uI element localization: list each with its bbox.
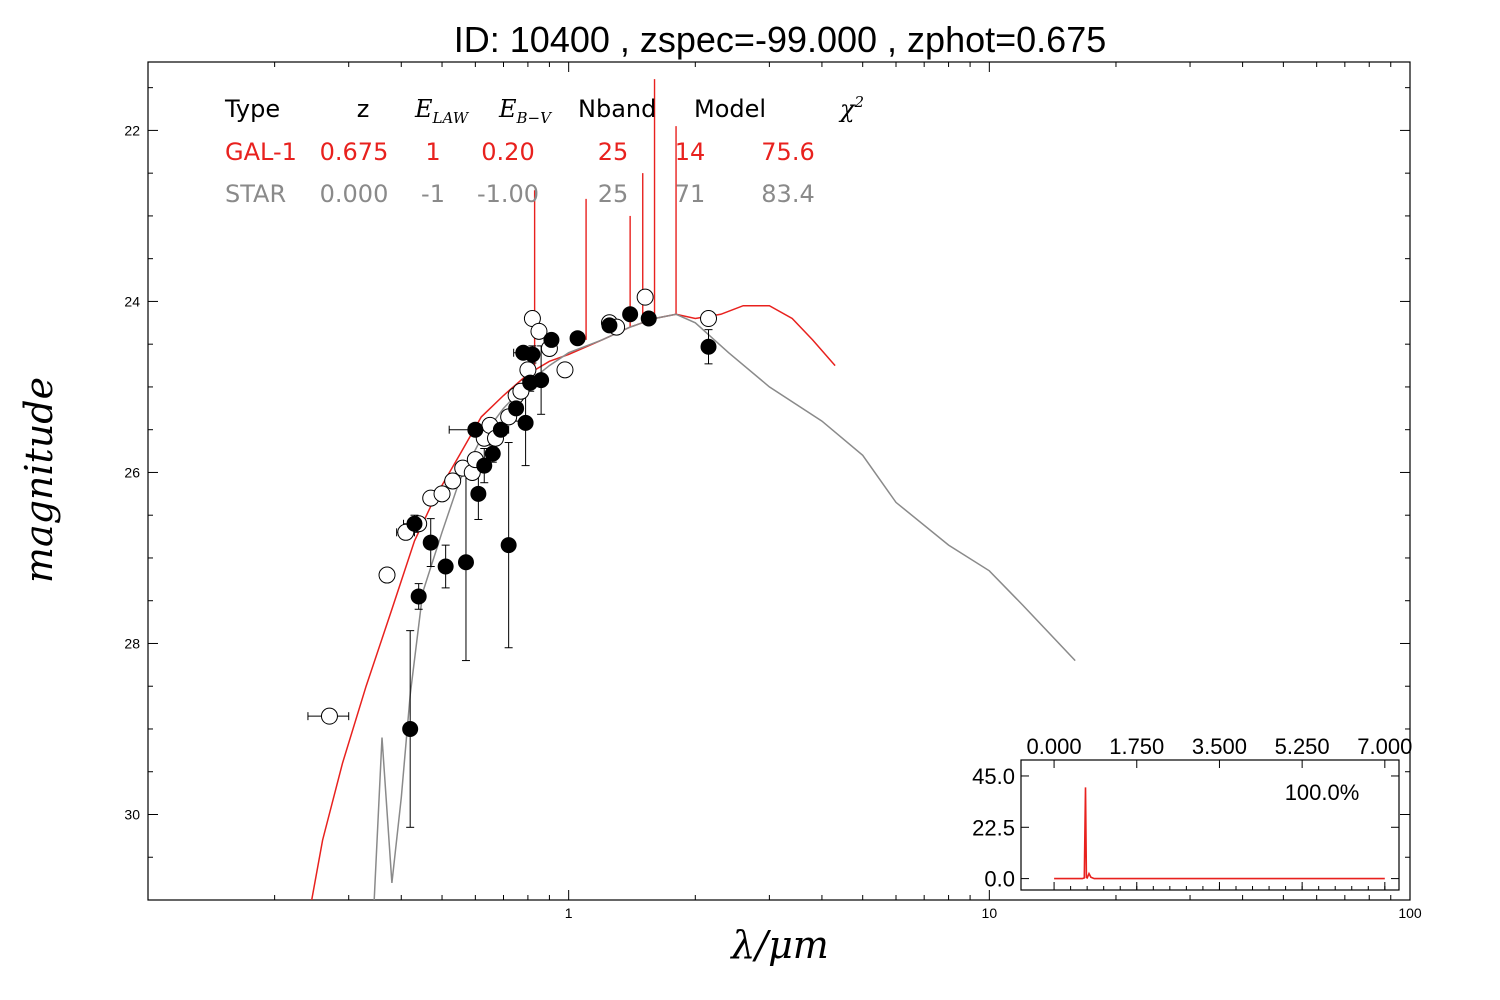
observed-points-layer <box>307 288 718 828</box>
y-tick-label-1: 24 <box>124 293 140 309</box>
open-point-1 <box>378 566 396 584</box>
inset-x-tick-label-2: 3.500 <box>1192 734 1247 759</box>
filled-point-11 <box>500 537 517 554</box>
open-point-18 <box>530 322 548 340</box>
legend-rows: GAL-1 0.675 1 0.20 25 14 75.6 STAR 0.000 -1 -1.00 2… <box>225 138 815 208</box>
y-tick-label-0: 22 <box>124 122 140 138</box>
legend-cell-r1-c3: -1.00 <box>477 180 539 208</box>
filled-point-9 <box>484 445 501 462</box>
open-point-20 <box>556 361 574 379</box>
legend-cell-r0-c2: 1 <box>425 138 440 166</box>
series-line-1 <box>373 313 1076 900</box>
open-point-5 <box>433 485 451 503</box>
header-elaw: ELAW <box>414 95 470 127</box>
filled-point-14 <box>517 414 534 431</box>
filled-point-3 <box>422 534 439 551</box>
legend-table: Type z ELAW EB−V Nband Model χ2 GAL-1 0.6… <box>224 93 864 208</box>
header-nband: Nband <box>578 95 656 123</box>
header-type: Type <box>224 95 280 123</box>
x-axis-label: λ/μm <box>729 923 829 967</box>
filled-point-16 <box>524 346 541 363</box>
inset-x-tick-label-3: 5.250 <box>1275 734 1330 759</box>
legend-cell-r1-c0: STAR <box>225 180 286 208</box>
filled-point-21 <box>622 306 639 323</box>
filled-point-23 <box>700 338 717 355</box>
inset-y-tick-label-1: 22.5 <box>972 815 1015 840</box>
legend-cell-r1-c2: -1 <box>421 180 445 208</box>
filled-point-19 <box>569 330 586 347</box>
x-tick-label-1: 10 <box>982 905 998 921</box>
legend-cell-r0-c3: 0.20 <box>481 138 534 166</box>
legend-cell-r1-c5: 71 <box>675 180 706 208</box>
filled-point-0 <box>402 720 419 737</box>
filled-point-6 <box>467 421 484 438</box>
filled-point-1 <box>406 515 423 532</box>
filled-point-20 <box>601 317 618 334</box>
inset-x-tick-label-0: 0.000 <box>1027 734 1082 759</box>
y-tick-label-2: 26 <box>124 464 140 480</box>
chart-title: ID: 10400 , zspec=-99.000 , zphot=0.675 <box>454 19 1106 60</box>
header-model: Model <box>694 95 766 123</box>
x-tick-label-0: 1 <box>565 905 573 921</box>
legend-cell-r1-c4: 25 <box>598 180 629 208</box>
open-point-23 <box>636 288 654 306</box>
inset-annotation: 100.0% <box>1285 780 1360 805</box>
legend-cell-r0-c0: GAL-1 <box>225 138 297 166</box>
legend-cell-r0-c1: 0.675 <box>320 138 389 166</box>
open-point-0 <box>320 707 338 725</box>
open-point-24 <box>700 310 718 328</box>
y-axis-label: magnitude <box>17 377 61 583</box>
y-tick-label-4: 30 <box>124 806 140 822</box>
axis-ticks-layer: 1 10 100 22 24 26 28 30 <box>124 62 1422 921</box>
x-tick-label-2: 100 <box>1398 905 1422 921</box>
legend-cell-r0-c5: 14 <box>675 138 706 166</box>
main-plot-frame <box>147 61 1411 901</box>
filled-point-10 <box>492 421 509 438</box>
inset-ticks: 0.000 1.750 3.500 5.250 7.000 45.0 22.5 0.0 <box>972 734 1412 892</box>
filled-point-22 <box>640 310 657 327</box>
legend-cell-r0-c6: 75.6 <box>761 138 814 166</box>
open-point-6 <box>444 472 462 490</box>
header-z: z <box>357 95 370 123</box>
filled-point-17 <box>533 372 550 389</box>
header-ebv: EB−V <box>498 95 553 127</box>
inset-y-tick-label-0: 45.0 <box>972 764 1015 789</box>
legend-cell-r0-c4: 25 <box>598 138 629 166</box>
redshift-pdf-inset: 0.000 1.750 3.500 5.250 7.000 45.0 22.5 0.0 100… <box>972 734 1412 892</box>
filled-point-8 <box>476 457 493 474</box>
inset-x-tick-label-1: 1.750 <box>1109 734 1164 759</box>
filled-point-12 <box>508 400 525 417</box>
filled-point-4 <box>437 558 454 575</box>
inset-pdf-line <box>1054 787 1385 880</box>
header-chi2: χ2 <box>838 93 864 123</box>
filled-point-7 <box>470 485 487 502</box>
legend-cell-r1-c6: 83.4 <box>761 180 814 208</box>
filled-point-18 <box>543 331 560 348</box>
filled-point-5 <box>457 554 474 571</box>
legend-cell-r1-c1: 0.000 <box>320 180 389 208</box>
inset-y-tick-label-2: 0.0 <box>984 867 1015 892</box>
series-line-0 <box>310 304 836 900</box>
y-tick-label-3: 28 <box>124 635 140 651</box>
inset-x-tick-label-4: 7.000 <box>1357 734 1412 759</box>
filled-point-2 <box>410 588 427 605</box>
